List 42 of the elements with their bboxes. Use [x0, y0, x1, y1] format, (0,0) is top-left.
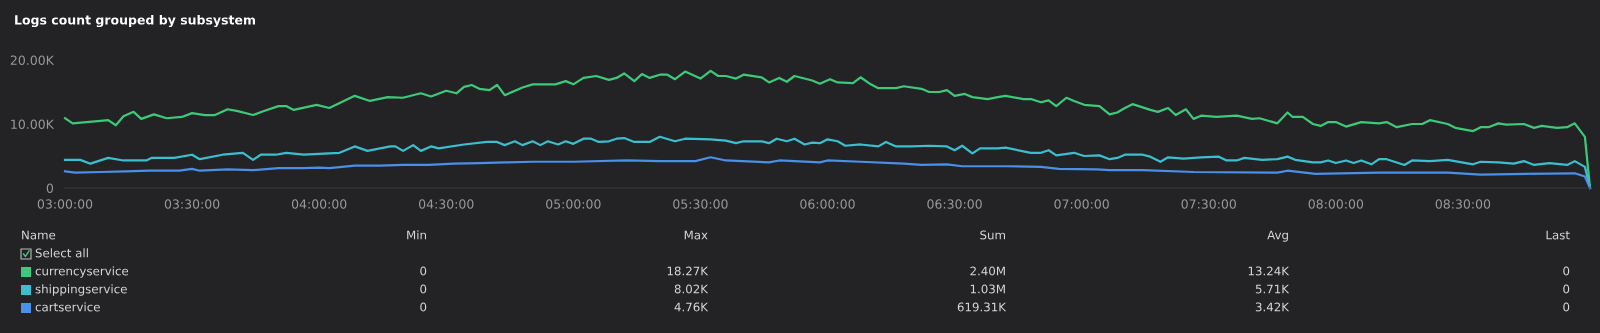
text: 0 — [420, 266, 427, 276]
text: Max — [684, 230, 708, 240]
x-tick-label: 07:00:00 — [1054, 199, 1109, 209]
x-tick-label: 04:00:00 — [291, 199, 347, 209]
x-tick-label: 03:00:00 — [37, 199, 93, 209]
text: Last — [1546, 230, 1570, 240]
text: 0 — [420, 302, 427, 312]
y-tick-label: 10.00K — [11, 119, 55, 129]
x-tick-label: 08:00:00 — [1308, 199, 1364, 209]
legend-label: cartservice — [35, 302, 100, 312]
text: 2.40M — [970, 266, 1005, 276]
text: Select all — [35, 248, 88, 258]
text: 3.42K — [1255, 302, 1290, 312]
x-tick-label: 06:00:00 — [800, 199, 855, 209]
legend-label: currencyservice — [35, 266, 129, 278]
text: 0 — [1563, 266, 1570, 276]
x-tick-label: 08:30:00 — [1435, 199, 1491, 209]
x-tick-label: 06:30:00 — [927, 199, 982, 209]
text: 0 — [1563, 284, 1570, 294]
text: Min — [407, 230, 426, 240]
x-tick-label: 05:30:00 — [673, 199, 728, 209]
text: 0 — [1563, 302, 1570, 312]
text: 5.71K — [1255, 284, 1290, 294]
legend-label: shippingservice — [35, 284, 127, 296]
text: 1.03M — [970, 284, 1005, 294]
x-tick-label: 05:00:00 — [546, 199, 601, 209]
text: 619.31K — [957, 302, 1007, 312]
text: 4.76K — [674, 302, 709, 312]
x-tick-label: 04:30:00 — [419, 199, 474, 209]
text: 13.24K — [1248, 266, 1290, 276]
text: Avg — [1267, 230, 1288, 242]
text: 8.02K — [674, 284, 709, 294]
line-series — [63, 156, 1592, 190]
chart-title: Logs count grouped by subsystem — [15, 14, 255, 28]
y-tick-label: 0 — [46, 183, 54, 193]
text: 18.27K — [667, 266, 709, 276]
text: Name — [22, 230, 56, 240]
text: Sum — [980, 230, 1005, 240]
y-tick-label: 20.00K — [10, 55, 55, 65]
text: 0 — [420, 284, 427, 294]
x-tick-label: 03:30:00 — [164, 199, 220, 209]
x-tick-label: 07:30:00 — [1181, 199, 1236, 209]
